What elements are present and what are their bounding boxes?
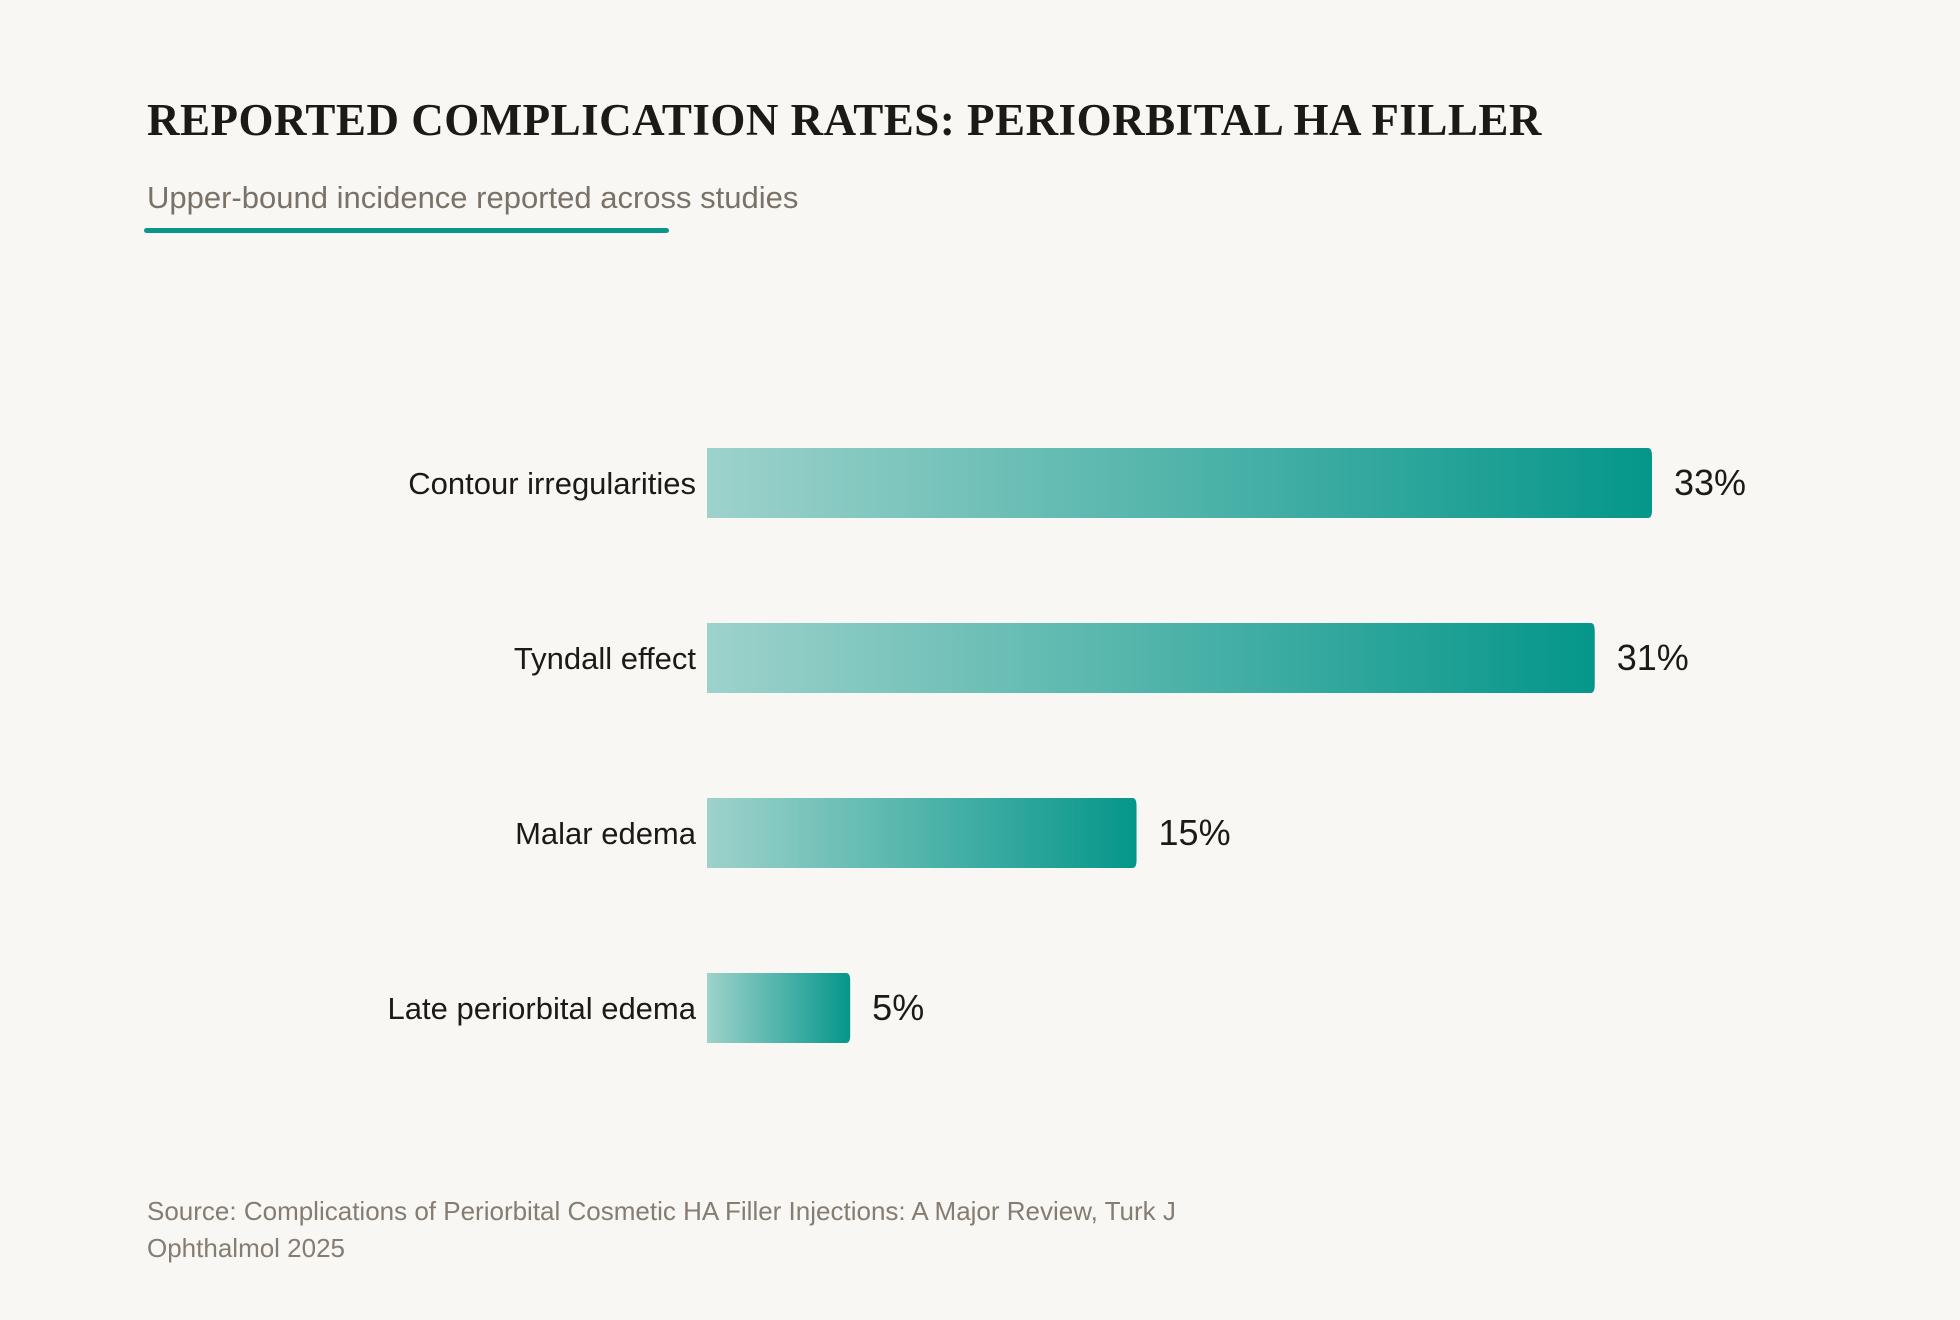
bar [707,973,851,1043]
bar [707,798,1137,868]
category-label: Late periorbital edema [388,991,697,1026]
subtitle-accent-rule [144,228,669,233]
chart-subtitle: Upper-bound incidence reported across st… [147,180,799,215]
value-label: 5% [872,987,924,1028]
category-label: Malar edema [515,816,697,851]
bar [707,448,1652,518]
bar-group: Contour irregularities 33% Tyndall effect 3… [388,448,1746,1043]
category-label: Tyndall effect [514,641,696,676]
source-note: Source: Complications of Periorbital Cos… [147,1196,1176,1263]
value-label: 33% [1674,462,1746,503]
category-label: Contour irregularities [408,466,696,501]
bar [707,623,1595,693]
chart-title: REPORTED COMPLICATION RATES: PERIORBITAL… [147,95,1542,145]
value-label: 31% [1617,637,1689,678]
value-label: 15% [1159,812,1231,853]
